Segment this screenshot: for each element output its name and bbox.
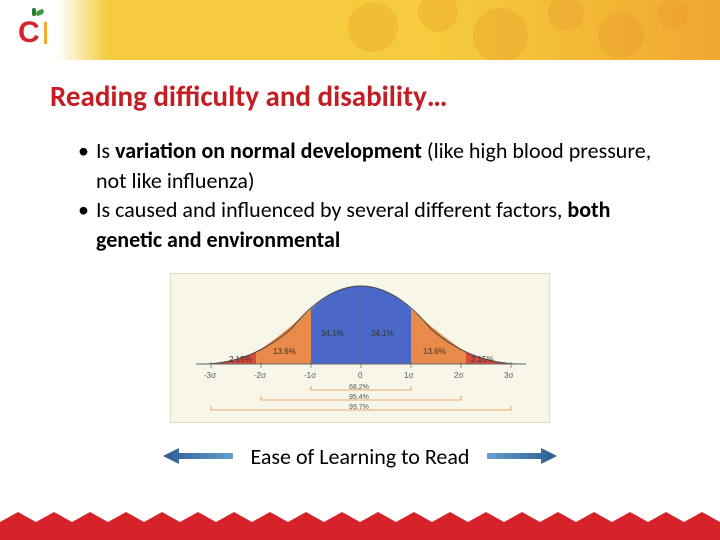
bell-curve-svg: 2.15% 13.6% 34.1% 34.1% 13.6% 2.15% -3σ … <box>171 274 551 424</box>
footer-zigzag <box>0 512 720 522</box>
bullet-item: Is variation on normal development (like… <box>78 136 670 195</box>
arrow-left-icon <box>163 448 233 464</box>
sigma-label: 3σ <box>504 371 513 380</box>
segment-pct: 34.1% <box>371 329 394 338</box>
chart-container: 2.15% 13.6% 34.1% 34.1% 13.6% 2.15% -3σ … <box>50 273 670 470</box>
footer-band <box>0 522 720 540</box>
axis-label-row: Ease of Learning to Read <box>50 443 670 470</box>
sigma-label: 2σ <box>454 371 463 380</box>
slide-content: Reading difficulty and disability… Is va… <box>0 60 720 470</box>
bullet-item: Is caused and influenced by several diff… <box>78 195 670 254</box>
segment-pct: 34.1% <box>321 329 344 338</box>
header-decorative-icons <box>288 0 720 60</box>
slide-title: Reading difficulty and disability… <box>50 78 670 114</box>
segment-pct: 13.6% <box>423 347 446 356</box>
range-label: 68.2% <box>349 384 369 391</box>
sigma-label: 0 <box>358 371 363 380</box>
range-label: 95.4% <box>349 394 369 401</box>
logo-bar-icon <box>44 22 47 44</box>
bullet-text-prefix: Is <box>96 137 115 164</box>
range-label: 99.7% <box>349 404 369 411</box>
segment-pct: 13.6% <box>273 347 296 356</box>
bullet-list: Is variation on normal development (like… <box>50 136 670 255</box>
brand-logo: C <box>18 8 48 46</box>
axis-label: Ease of Learning to Read <box>251 443 470 470</box>
header-band: C <box>0 0 720 60</box>
logo-letter: C <box>18 18 40 48</box>
segment-pct: 2.15% <box>471 355 494 364</box>
bell-curve-chart: 2.15% 13.6% 34.1% 34.1% 13.6% 2.15% -3σ … <box>170 273 550 423</box>
segment-pct: 2.15% <box>229 355 252 364</box>
bullet-text-bold: variation on normal development <box>115 137 422 164</box>
arrow-right-icon <box>487 448 557 464</box>
sigma-label: 1σ <box>404 371 413 380</box>
sigma-label: -2σ <box>254 371 266 380</box>
sigma-label: -1σ <box>304 371 316 380</box>
bullet-text-prefix: Is caused and influenced by several diff… <box>96 196 567 223</box>
sigma-label: -3σ <box>204 371 216 380</box>
